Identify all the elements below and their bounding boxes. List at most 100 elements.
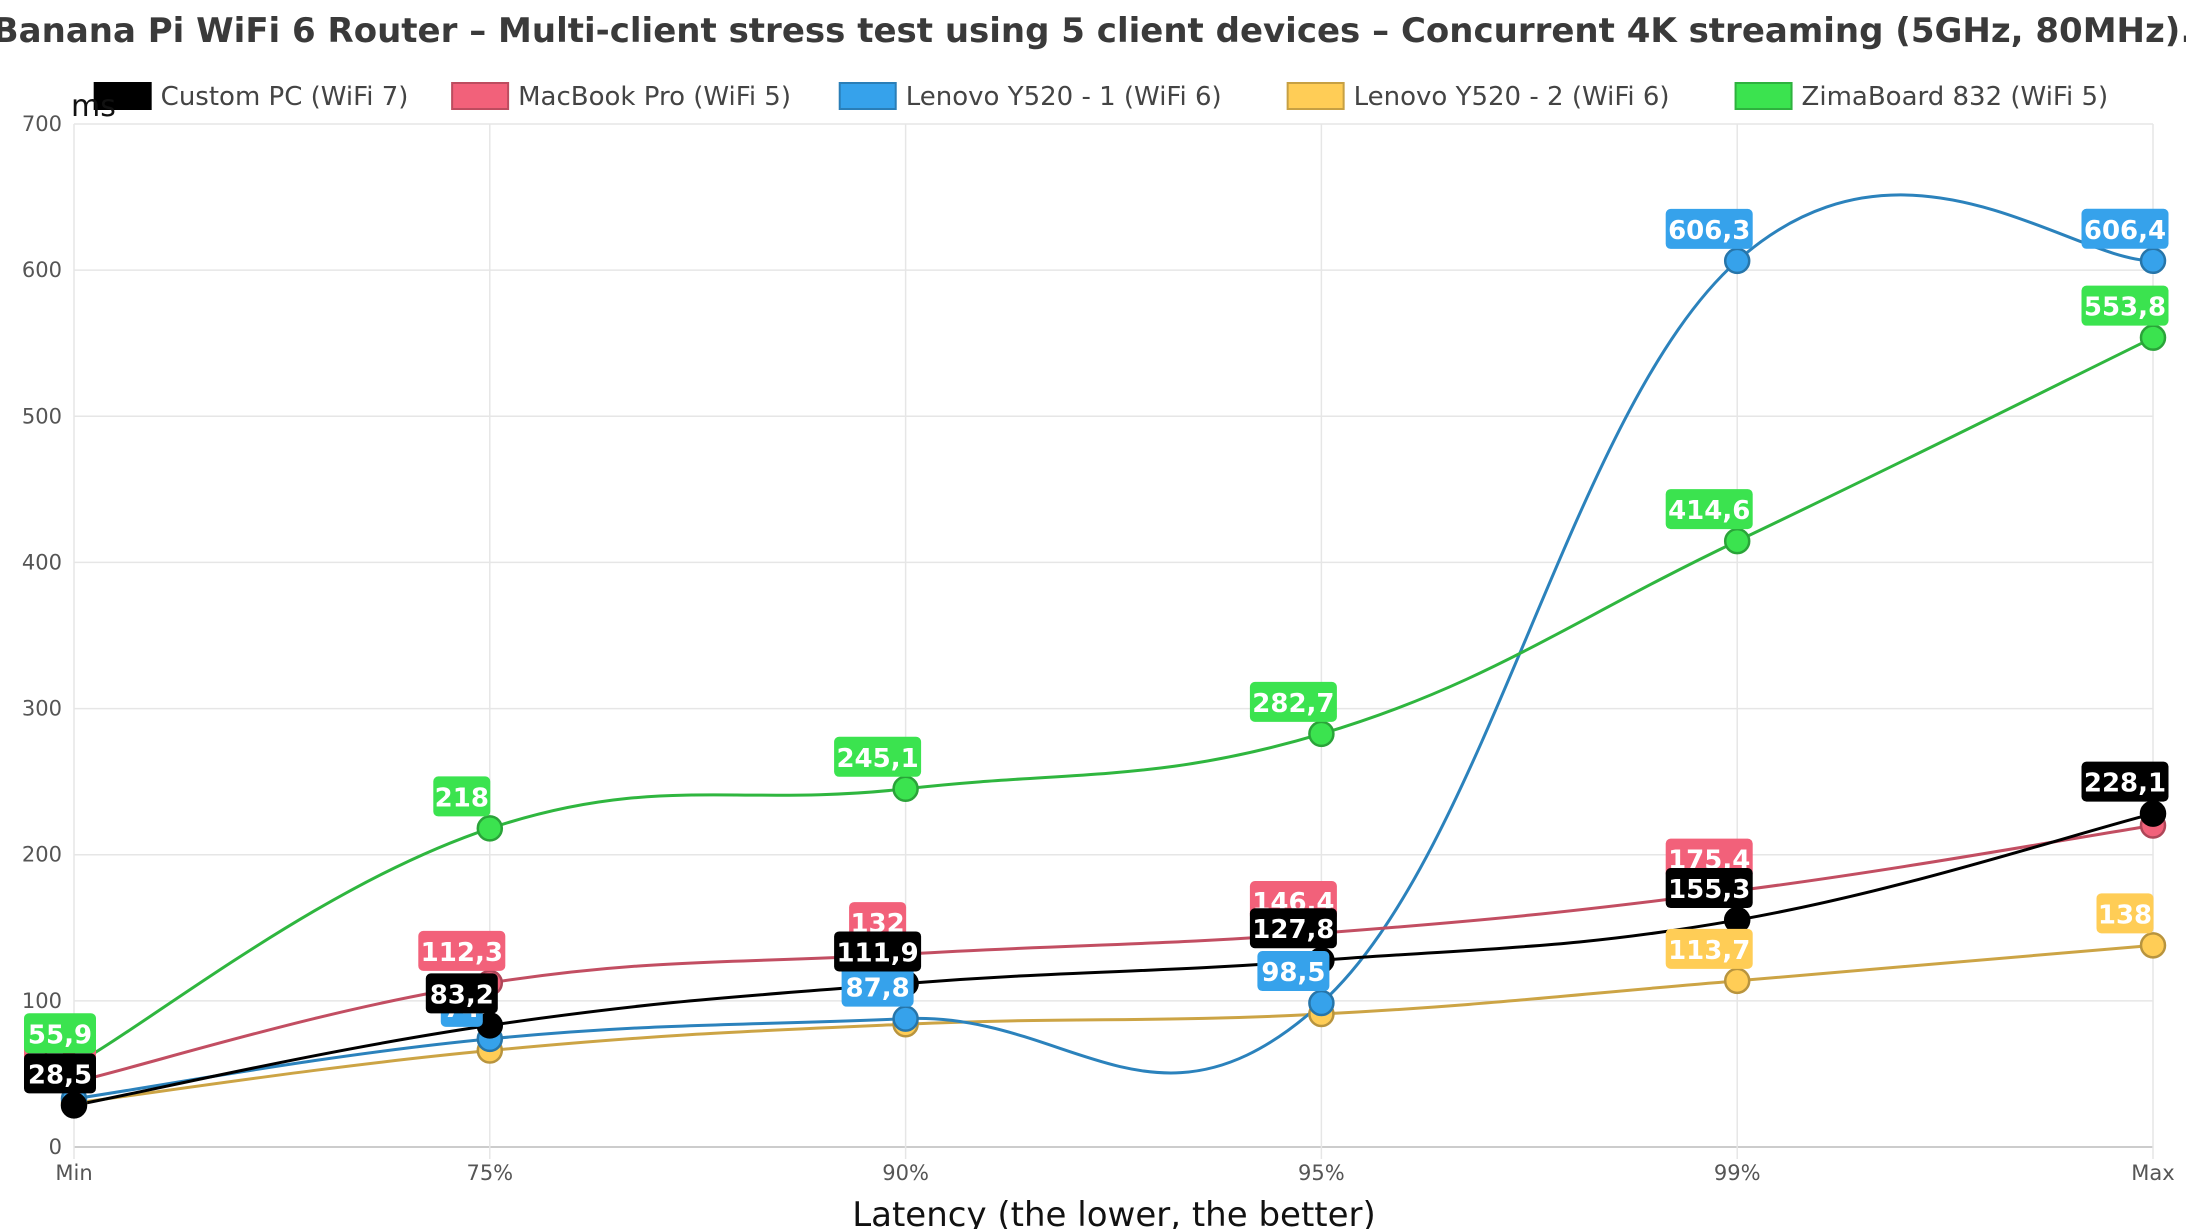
data-label-text: 282,7 <box>1252 689 1334 719</box>
y-tick-label: 300 <box>22 697 62 721</box>
data-point <box>892 1005 919 1032</box>
data-label: 245,1 <box>834 736 922 777</box>
data-label: 606,4 <box>2081 208 2169 249</box>
data-label: 228,1 <box>2081 761 2169 802</box>
data-label-box <box>2096 893 2154 934</box>
data-label: 127,8 <box>1249 908 1337 949</box>
data-label-box <box>425 973 498 1014</box>
data-label-box <box>2081 208 2169 249</box>
data-label: 155,3 <box>1665 868 1753 909</box>
legend-item-label: Lenovo Y520 - 2 (WiFi 6) <box>1354 82 1670 112</box>
data-label-box <box>1665 208 1753 249</box>
series-line <box>73 943 2154 1105</box>
data-label-box <box>433 776 491 817</box>
legend: Custom PC (WiFi 7) MacBook Pro (WiFi 5) Le… <box>93 82 2109 112</box>
y-tick-label: 100 <box>22 989 62 1013</box>
data-label: 218 <box>433 776 491 817</box>
data-label-text: 55,9 <box>28 1020 92 1050</box>
data-label-text: 112,3 <box>421 938 503 968</box>
x-tick-label: 99% <box>1714 1161 1761 1185</box>
legend-swatch <box>93 82 152 110</box>
series-lines <box>73 193 2154 1107</box>
chart-title: Banana Pi WiFi 6 Router – Multi-client s… <box>0 11 2186 51</box>
data-label-box <box>1249 681 1337 722</box>
data-label-text: 138 <box>2098 900 2152 930</box>
data-label: 414,6 <box>1665 489 1753 530</box>
legend-swatch <box>451 82 510 110</box>
y-tick-label: 600 <box>22 258 62 282</box>
data-point <box>1723 247 1751 275</box>
x-tick-label: Max <box>2131 1161 2174 1185</box>
data-point <box>60 1092 88 1119</box>
data-label: 113,7 <box>1665 928 1753 969</box>
data-label: 553,8 <box>2081 285 2169 326</box>
data-label: 111,9 <box>834 931 922 972</box>
data-point <box>2139 324 2167 351</box>
grid <box>73 123 2154 1159</box>
data-point <box>892 775 919 803</box>
x-tick-label: 95% <box>1298 1161 1345 1185</box>
data-label-box <box>1665 928 1753 969</box>
data-point <box>476 815 504 842</box>
data-point <box>1308 720 1335 748</box>
data-point <box>2139 932 2167 959</box>
legend-item-label: Custom PC (WiFi 7) <box>161 82 409 112</box>
data-point <box>1723 527 1751 555</box>
data-label-text: 155,3 <box>1668 875 1750 905</box>
data-label-text: 414,6 <box>1668 496 1750 526</box>
series-points <box>60 247 2167 1119</box>
data-label-text: 111,9 <box>836 938 918 968</box>
data-label: 112,3 <box>418 930 506 971</box>
data-label: 282,7 <box>1249 681 1337 722</box>
data-label-text: 87,8 <box>846 974 910 1004</box>
data-label-box <box>418 930 506 971</box>
data-label-box <box>24 1053 96 1094</box>
y-axis-ticks: 0 100 200 300 400 500 600 700 <box>22 112 62 1159</box>
legend-item-label: ZimaBoard 832 (WiFi 5) <box>1802 82 2109 112</box>
data-label-box <box>1249 908 1337 949</box>
data-label: 55,9 <box>24 1013 96 1054</box>
y-tick-label: 200 <box>22 843 62 867</box>
y-tick-label: 500 <box>22 404 62 428</box>
x-tick-label: 75% <box>466 1161 513 1185</box>
legend-item-label: MacBook Pro (WiFi 5) <box>518 82 791 112</box>
series-line <box>73 336 2154 1067</box>
data-label: 98,5 <box>1257 951 1330 992</box>
data-label: 28,5 <box>24 1053 96 1094</box>
data-label-box <box>24 1013 96 1054</box>
data-label: 138 <box>2096 893 2154 934</box>
data-point <box>2139 247 2167 275</box>
data-label-text: 127,8 <box>1252 915 1334 945</box>
data-label-text: 606,3 <box>1668 216 1750 246</box>
data-label-text: 553,8 <box>2084 293 2166 323</box>
legend-swatch <box>1734 82 1793 110</box>
data-label-text: 83,2 <box>430 980 494 1010</box>
data-point <box>2139 800 2167 827</box>
data-label: 87,8 <box>841 966 914 1007</box>
legend-swatch <box>838 82 897 110</box>
data-label-box <box>841 966 914 1007</box>
data-label: 606,3 <box>1665 208 1753 249</box>
data-label-text: 606,4 <box>2084 216 2166 246</box>
data-label-text: 98,5 <box>1261 958 1325 988</box>
x-tick-label: Min <box>55 1161 92 1185</box>
x-tick-label: 90% <box>882 1161 929 1185</box>
y-tick-label: 400 <box>22 550 62 574</box>
data-label-box <box>2081 285 2169 326</box>
series-line <box>73 193 2154 1101</box>
data-label-box <box>834 736 922 777</box>
series-line <box>73 812 2154 1107</box>
data-label-box <box>1257 951 1330 992</box>
data-labels: 113,71387487,898,5606,3606,444,4112,3132… <box>24 208 2169 1094</box>
y-axis-unit: ms <box>71 89 116 124</box>
y-tick-label: 0 <box>49 1135 62 1159</box>
data-point <box>1723 906 1751 934</box>
x-axis-title: Latency (the lower, the better) <box>852 1195 1376 1229</box>
x-axis-ticks: Min 75% 90% 95% 99% Max <box>55 1161 2174 1185</box>
legend-swatch <box>1286 82 1345 110</box>
data-point <box>1308 989 1335 1017</box>
data-label-text: 28,5 <box>28 1060 92 1090</box>
data-label-text: 113,7 <box>1668 936 1750 966</box>
series-line <box>73 824 2154 1084</box>
